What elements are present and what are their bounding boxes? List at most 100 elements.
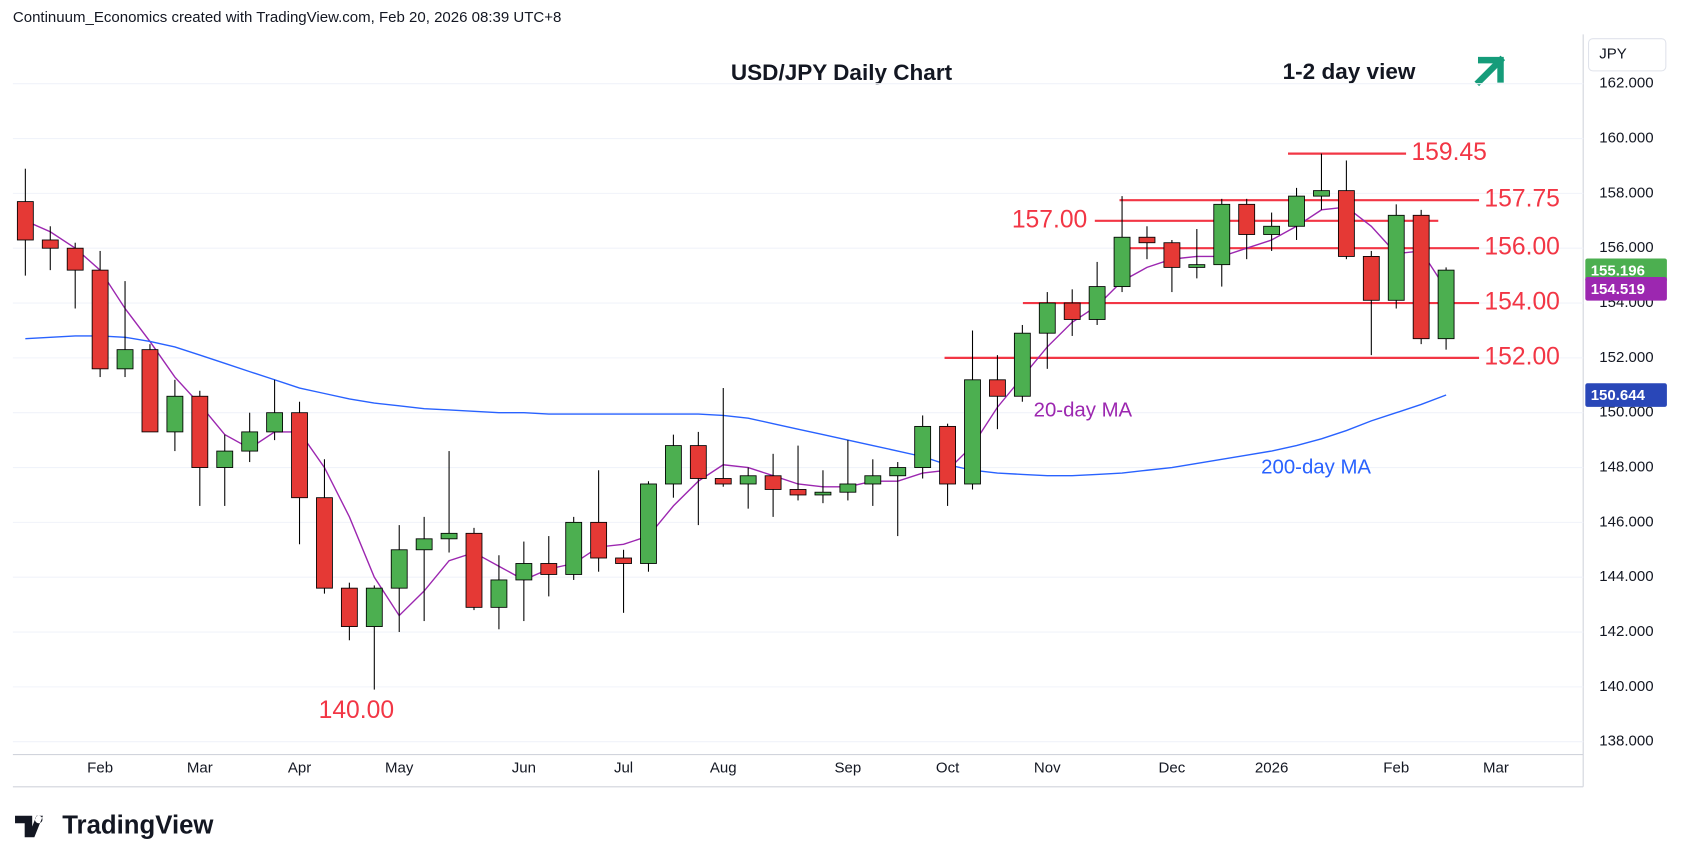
x-tick-label: Sep bbox=[835, 759, 862, 776]
candle-body bbox=[1337, 190, 1355, 257]
candle-body bbox=[640, 483, 657, 564]
candle-body bbox=[1038, 302, 1056, 334]
header: Continuum_Economics created with Trading… bbox=[13, 9, 562, 26]
candle-body bbox=[16, 201, 34, 241]
y-tick-label: 162.000 bbox=[1599, 75, 1653, 92]
y-tick-label: 152.000 bbox=[1599, 349, 1653, 366]
x-tick-label: Jul bbox=[614, 759, 633, 776]
level-label: 157.00 bbox=[1012, 206, 1087, 233]
candle-body bbox=[216, 450, 234, 468]
chart-title: USD/JPY Daily Chart bbox=[731, 60, 953, 85]
level-label: 152.00 bbox=[1484, 343, 1559, 370]
candle-body bbox=[191, 395, 209, 468]
candle-body bbox=[1063, 302, 1081, 320]
y-tick-label: 142.000 bbox=[1599, 623, 1653, 640]
x-tick-label: Feb bbox=[1383, 759, 1409, 776]
candle-body bbox=[989, 379, 1006, 397]
x-tick-label: Jun bbox=[512, 759, 536, 776]
candle-body bbox=[440, 532, 458, 540]
x-tick-label: May bbox=[385, 759, 414, 776]
x-tick-label: Apr bbox=[288, 759, 311, 776]
y-tick-label: 150.000 bbox=[1599, 404, 1653, 421]
candle-body bbox=[1188, 264, 1206, 268]
x-tick-label: Nov bbox=[1034, 759, 1061, 776]
candle-body bbox=[964, 379, 981, 485]
candle-body bbox=[91, 269, 109, 370]
candle-body bbox=[864, 475, 882, 485]
candle-body bbox=[1013, 332, 1031, 397]
candle-body bbox=[889, 467, 907, 477]
candle-body bbox=[839, 483, 857, 493]
candle-body bbox=[565, 521, 583, 575]
candle-body bbox=[390, 549, 408, 589]
y-tick-label: 146.000 bbox=[1599, 513, 1653, 530]
candle-body bbox=[1263, 225, 1281, 235]
brand-logo bbox=[15, 815, 43, 838]
candle-body bbox=[739, 475, 757, 485]
y-tick-label: 138.000 bbox=[1599, 733, 1653, 750]
candle-body bbox=[764, 475, 782, 490]
candle-body bbox=[1362, 256, 1380, 301]
candle-body bbox=[1163, 242, 1181, 268]
x-tick-label: Mar bbox=[187, 759, 213, 776]
y-tick-label: 160.000 bbox=[1599, 130, 1653, 147]
y-tick-label: 148.000 bbox=[1599, 459, 1653, 476]
candle-body bbox=[615, 557, 632, 564]
candle-body bbox=[714, 478, 732, 485]
price-tag-label: 150.644 bbox=[1591, 387, 1646, 404]
x-tick-label: 2026 bbox=[1255, 759, 1288, 776]
candle-body bbox=[914, 425, 932, 468]
currency: JPY bbox=[1599, 46, 1627, 63]
level-label: 157.75 bbox=[1484, 186, 1559, 213]
y-tick-label: 156.000 bbox=[1599, 239, 1653, 256]
candle-body bbox=[66, 247, 84, 271]
candle-body bbox=[939, 425, 956, 485]
candle-body bbox=[166, 395, 184, 433]
x-tick-label: Aug bbox=[710, 759, 737, 776]
candle-body bbox=[1088, 286, 1106, 320]
candle-body bbox=[814, 491, 832, 496]
candle-body bbox=[1113, 236, 1131, 288]
candle-body bbox=[789, 489, 807, 496]
price-tag bbox=[1585, 383, 1667, 407]
price-tag bbox=[1585, 258, 1667, 283]
currency-box bbox=[1588, 38, 1667, 72]
y-tick-label: 158.000 bbox=[1599, 184, 1653, 201]
candle-body bbox=[1313, 190, 1330, 197]
level-label: 154.00 bbox=[1484, 289, 1559, 316]
x-tick-label: Dec bbox=[1159, 759, 1186, 776]
candle-body bbox=[465, 532, 483, 608]
ma-label: 20-day MA bbox=[1034, 399, 1133, 421]
candle-body bbox=[116, 349, 134, 370]
candle-body bbox=[1138, 236, 1156, 244]
candle-body bbox=[1387, 214, 1405, 301]
candle-body bbox=[241, 431, 259, 452]
candle-body bbox=[1412, 214, 1430, 340]
candle-body bbox=[1437, 269, 1455, 340]
candle-body bbox=[664, 445, 682, 485]
up-arrow-icon bbox=[1474, 55, 1506, 87]
y-tick-label: 144.000 bbox=[1599, 568, 1653, 585]
candle-body bbox=[490, 579, 508, 608]
candle-body bbox=[1238, 203, 1256, 235]
price-tag-label: 155.196 bbox=[1591, 262, 1645, 279]
price-tag bbox=[1585, 277, 1667, 301]
brand: TradingView bbox=[62, 811, 214, 839]
ma-label: 200-day MA bbox=[1261, 456, 1371, 478]
level-label: 156.00 bbox=[1484, 234, 1559, 261]
moving-average-line bbox=[25, 335, 1447, 477]
low-annotation: 140.00 bbox=[319, 697, 394, 724]
candle-body bbox=[689, 445, 707, 479]
candle-body bbox=[41, 239, 59, 249]
candle-body bbox=[515, 563, 533, 581]
candle-body bbox=[291, 412, 308, 499]
moving-average-line bbox=[25, 206, 1447, 617]
candle-body bbox=[540, 563, 558, 575]
y-tick-label: 140.000 bbox=[1599, 678, 1653, 695]
candle-body bbox=[316, 497, 333, 589]
candle-body bbox=[1288, 195, 1305, 227]
candle-body bbox=[365, 587, 383, 627]
candle-body bbox=[415, 538, 433, 551]
